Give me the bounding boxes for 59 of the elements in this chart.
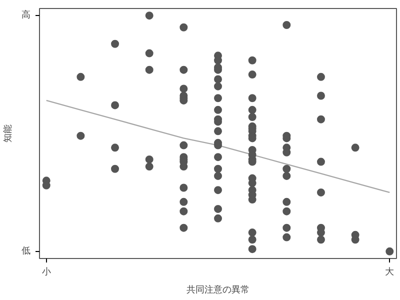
point [111,101,120,110]
point [214,75,222,84]
point [76,72,85,81]
point [214,204,222,213]
point [180,141,188,150]
point [282,198,291,206]
point [111,144,120,152]
point [248,94,256,102]
point [316,188,325,196]
point [214,186,222,194]
point [180,66,188,74]
point [248,112,256,121]
point [282,164,291,173]
point [386,247,394,256]
point [248,228,256,237]
point [145,49,154,58]
x-tick-label: 小 [42,266,51,278]
point [248,56,256,64]
x-tick-label: 大 [385,266,394,278]
point [180,184,188,192]
point [316,158,325,166]
point [282,21,291,30]
point [214,94,222,102]
point [180,224,188,232]
point [248,70,256,79]
y-axis-title: 知能 [2,124,14,142]
annotation: 低 [22,245,30,256]
point [214,127,222,136]
point [248,236,256,244]
point [76,132,85,140]
point [214,82,222,90]
point [316,115,325,124]
point [180,207,188,216]
point [214,106,222,114]
point [180,198,188,206]
point [248,106,256,114]
point [111,40,120,48]
point [214,153,222,162]
point [180,84,188,93]
point [282,224,291,232]
point [316,236,325,244]
point [180,23,188,32]
x-axis-title: 共同注意の異常 [186,284,250,296]
point [282,207,291,216]
point [214,214,222,222]
point [316,72,325,81]
point [248,245,256,254]
point [145,66,154,74]
annotation: 高 [22,10,30,21]
point [316,92,325,100]
point [214,164,222,173]
point [145,12,154,20]
point [282,233,291,242]
point [145,162,154,171]
point [214,172,222,180]
point [282,172,291,180]
point [351,144,360,152]
point [111,164,120,173]
point [145,155,154,164]
